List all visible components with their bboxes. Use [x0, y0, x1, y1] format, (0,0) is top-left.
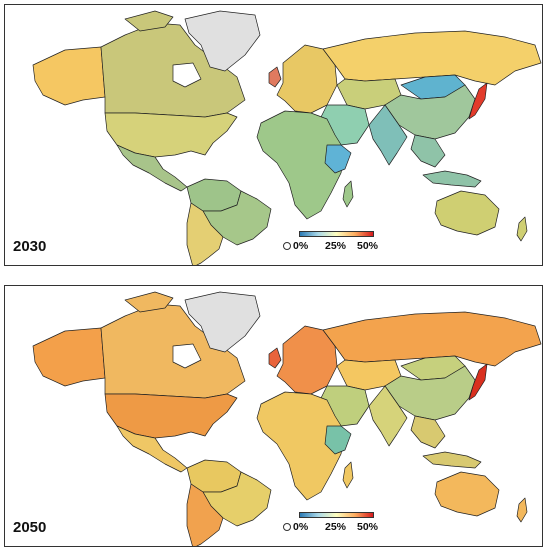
region-southeast-asia	[410, 415, 446, 449]
world-map	[32, 10, 542, 265]
region-greenland	[184, 291, 261, 353]
region-japan	[468, 363, 488, 401]
region-australia	[434, 190, 500, 236]
region-southeast-asia	[410, 134, 446, 168]
region-india	[368, 385, 408, 447]
region-japan	[468, 82, 488, 120]
no-data-swatch-icon	[283, 523, 291, 531]
legend-tick-1: 25%	[325, 240, 347, 252]
hudson-bay	[172, 62, 202, 88]
region-africa	[256, 110, 346, 220]
legend-tick-0: 0%	[293, 521, 309, 533]
region-europe	[276, 325, 338, 395]
hudson-bay	[172, 343, 202, 369]
region-argentina	[186, 483, 224, 546]
color-legend: 0% 25% 50%	[277, 512, 387, 538]
region-greenland	[184, 10, 261, 72]
legend-tick-2: 50%	[357, 240, 379, 252]
region-mexico	[116, 425, 188, 473]
region-madagascar	[342, 180, 354, 208]
region-east-africa	[324, 144, 352, 174]
legend-tick-2: 50%	[357, 521, 379, 533]
region-indonesia	[422, 451, 482, 469]
region-uk	[268, 347, 282, 369]
region-india	[368, 104, 408, 166]
map-panel-2030: 2030 0% 25% 50%	[4, 4, 543, 266]
region-alaska	[32, 327, 106, 387]
year-label: 2050	[13, 519, 47, 536]
region-arctic-islands	[124, 291, 174, 313]
no-data-swatch-icon	[283, 242, 291, 250]
region-east-africa	[324, 425, 352, 455]
region-new-zealand	[516, 497, 528, 523]
region-alaska	[32, 46, 106, 106]
region-africa	[256, 391, 346, 501]
map-panel-2050: 2050 0% 25% 50%	[4, 285, 543, 547]
region-arctic-islands	[124, 10, 174, 32]
legend-gradient-bar	[299, 231, 374, 237]
year-label: 2030	[13, 238, 47, 255]
region-uk	[268, 66, 282, 88]
region-madagascar	[342, 461, 354, 489]
region-argentina	[186, 202, 224, 265]
region-new-zealand	[516, 216, 528, 242]
region-mexico	[116, 144, 188, 192]
region-indonesia	[422, 170, 482, 188]
legend-gradient-bar	[299, 512, 374, 518]
legend-tick-1: 25%	[325, 521, 347, 533]
legend-tick-0: 0%	[293, 240, 309, 252]
region-europe	[276, 44, 338, 114]
color-legend: 0% 25% 50%	[277, 231, 387, 257]
world-map	[32, 291, 542, 546]
region-australia	[434, 471, 500, 517]
